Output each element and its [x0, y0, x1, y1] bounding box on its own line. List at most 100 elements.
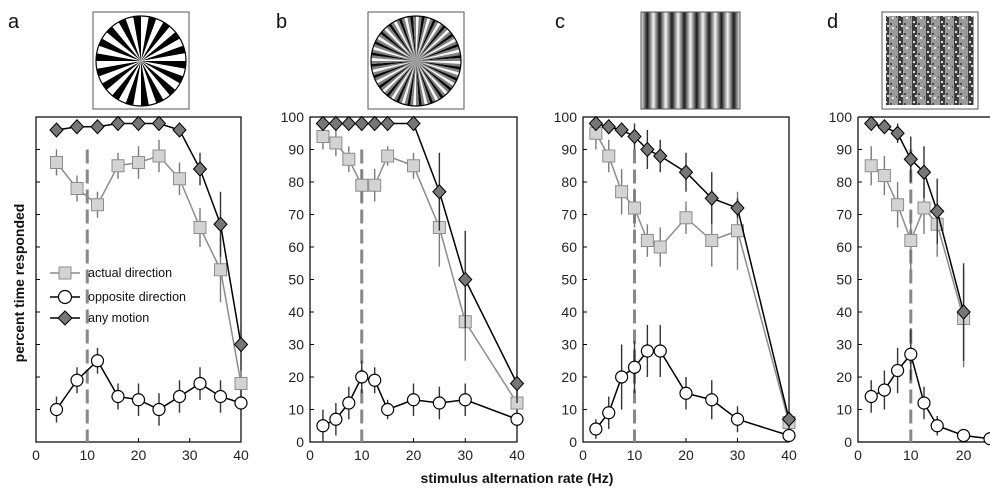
data-point	[628, 201, 641, 215]
pinwheel-sector	[118, 17, 141, 61]
chart-panel-d: 0 10 20 0 10 20 30 40 50 60 70 80 90 100	[829, 109, 990, 463]
x-tick-label: 30	[457, 447, 473, 463]
y-tick-label: 80	[836, 174, 852, 190]
data-point	[904, 347, 918, 361]
pinwheel-sector	[141, 61, 181, 91]
data-point	[458, 271, 473, 288]
data-point	[730, 412, 745, 426]
x-tick-label: 10	[903, 447, 919, 463]
data-point	[407, 159, 420, 173]
data-point	[601, 119, 616, 135]
chart-panel-b: 0 10 20 30 40 0 10 20 30 40 50 60 70 80 90 100	[281, 109, 525, 463]
data-point	[342, 152, 356, 166]
y-tick-label: 80	[288, 174, 304, 190]
data-point	[234, 377, 248, 390]
data-point	[678, 164, 694, 180]
y-tick-label: 60	[288, 239, 304, 255]
pinwheel-sector	[101, 31, 141, 61]
pinwheel-sector	[141, 61, 185, 84]
pinwheel-sector	[96, 61, 141, 77]
data-point	[930, 419, 944, 433]
data-point	[380, 115, 395, 132]
data-point	[782, 428, 796, 443]
data-point	[213, 216, 228, 232]
data-point	[49, 122, 64, 138]
series-line	[55, 359, 242, 411]
data-point	[233, 336, 249, 353]
y-tick-label: 0	[296, 434, 304, 450]
data-point	[864, 159, 878, 173]
pinwheel-sector	[105, 61, 141, 97]
pinwheel-sector	[141, 31, 181, 61]
y-tick-label: 70	[836, 207, 852, 223]
pinwheel-sector	[141, 61, 171, 101]
data-point	[355, 370, 369, 384]
x-tick-label: 30	[730, 447, 746, 463]
series-opposite-direction	[49, 347, 248, 426]
data-point	[354, 115, 369, 132]
x-tick-label: 10	[627, 447, 643, 463]
panel-letter-c: c	[555, 11, 565, 33]
pinwheel-sector	[118, 61, 141, 105]
pinwheel-sector	[133, 61, 141, 106]
pinwheel-sector	[141, 61, 186, 77]
data-point	[432, 184, 447, 200]
data-point	[70, 373, 84, 387]
x-tick-label: 0	[854, 447, 862, 463]
data-point	[329, 136, 343, 150]
legend-item-actual-direction: actual direction	[50, 266, 172, 280]
data-point	[640, 234, 654, 247]
data-point	[234, 396, 248, 410]
series-any-motion	[864, 115, 971, 361]
data-point	[90, 354, 105, 368]
data-point	[132, 156, 145, 169]
data-point	[131, 115, 146, 132]
data-point	[589, 422, 603, 436]
pinwheel-sector	[125, 61, 141, 106]
data-point	[602, 406, 616, 420]
data-point	[614, 122, 629, 138]
data-point	[406, 393, 421, 407]
data-point	[70, 182, 84, 195]
pinwheel-sector	[141, 61, 177, 97]
stimulus-thumbnail-a	[92, 11, 190, 110]
y-tick-label: 60	[836, 239, 852, 255]
pinwheel-sector	[141, 25, 177, 61]
x-tick-label: 10	[354, 447, 370, 463]
panel-letter-b: b	[276, 11, 287, 33]
legend-item-any-motion: any motion	[50, 310, 149, 326]
data-point	[627, 360, 642, 374]
data-point	[316, 130, 330, 143]
x-tick-label: 0	[579, 447, 587, 463]
data-point	[315, 115, 331, 132]
data-point	[316, 419, 330, 433]
x-tick-label: 20	[956, 447, 972, 463]
panel-letter-d: d	[827, 11, 838, 33]
data-point	[956, 304, 971, 320]
pinwheel-sector	[141, 61, 157, 106]
data-point	[406, 115, 421, 132]
data-point	[602, 149, 616, 163]
data-point	[891, 198, 905, 212]
pinwheel-sector	[96, 61, 141, 69]
data-point	[173, 172, 186, 186]
data-point	[192, 161, 208, 177]
pinwheel-sector	[101, 61, 141, 91]
x-tick-label: 40	[509, 447, 525, 463]
y-tick-label: 90	[561, 142, 577, 158]
data-point	[877, 383, 892, 397]
series-opposite-direction	[864, 328, 990, 446]
stimulus-thumbnail-c	[640, 11, 741, 110]
pinwheel-sector	[141, 21, 171, 61]
data-point	[111, 159, 125, 173]
x-tick-label: 0	[306, 447, 314, 463]
y-tick-label: 50	[836, 272, 852, 288]
data-point	[640, 141, 655, 158]
series-actual-direction	[316, 123, 524, 416]
legend-label-opposite-direction: opposite direction	[88, 290, 186, 304]
y-tick-label: 10	[836, 402, 852, 418]
data-point	[458, 393, 472, 407]
data-point	[903, 151, 918, 167]
data-point	[172, 389, 187, 404]
data-point	[588, 115, 604, 132]
